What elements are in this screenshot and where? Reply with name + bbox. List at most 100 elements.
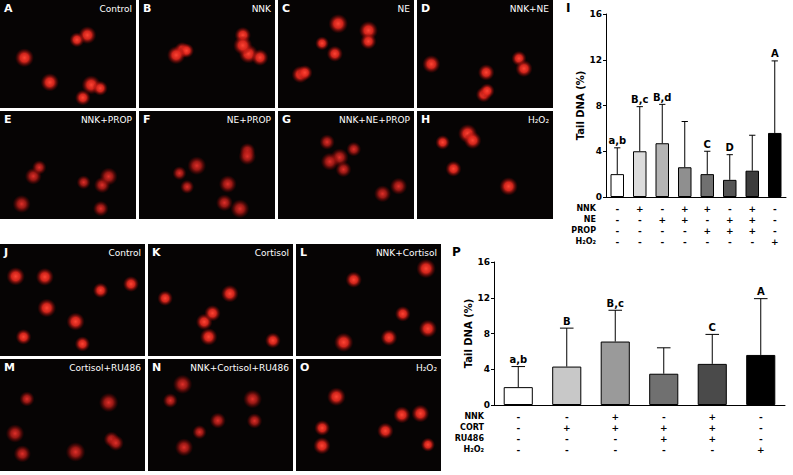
svg-text:-: - — [705, 215, 709, 225]
svg-text:G: G — [282, 113, 291, 126]
svg-text:PROP: PROP — [571, 226, 596, 235]
svg-text:12: 12 — [589, 55, 602, 65]
svg-text:O: O — [300, 361, 309, 374]
svg-text:+: + — [658, 215, 666, 225]
svg-text:Control: Control — [99, 4, 132, 14]
svg-text:Cortisol: Cortisol — [255, 248, 289, 258]
svg-text:K: K — [152, 246, 161, 259]
svg-text:-: - — [613, 445, 617, 455]
svg-text:-: - — [660, 204, 664, 214]
svg-text:+: + — [611, 423, 619, 433]
svg-text:-: - — [662, 412, 666, 422]
svg-text:-: - — [773, 226, 777, 236]
svg-text:D: D — [421, 2, 430, 15]
svg-text:Tail DNA (%): Tail DNA (%) — [575, 71, 586, 141]
svg-text:-: - — [565, 434, 569, 444]
svg-text:+: + — [748, 215, 756, 225]
svg-text:RU486: RU486 — [455, 434, 485, 443]
svg-text:NNK+Cortisol+RU486: NNK+Cortisol+RU486 — [190, 363, 289, 373]
svg-text:CORT: CORT — [460, 423, 484, 432]
svg-text:A: A — [757, 286, 765, 297]
svg-text:-: - — [516, 434, 520, 444]
svg-text:-: - — [773, 204, 777, 214]
svg-text:A: A — [771, 48, 779, 59]
svg-text:+: + — [660, 423, 668, 433]
svg-text:C: C — [282, 2, 290, 15]
svg-text:-: - — [662, 445, 666, 455]
svg-text:-: - — [615, 215, 619, 225]
svg-text:12: 12 — [477, 293, 490, 303]
svg-text:8: 8 — [484, 329, 490, 339]
svg-text:NNK: NNK — [464, 412, 484, 421]
svg-text:a,b: a,b — [608, 135, 626, 146]
svg-text:NE: NE — [584, 215, 596, 224]
svg-text:-: - — [705, 237, 709, 247]
svg-text:H₂O₂: H₂O₂ — [575, 237, 596, 246]
svg-text:+: + — [748, 204, 756, 214]
svg-text:F: F — [143, 113, 151, 126]
svg-text:-: - — [516, 445, 520, 455]
svg-text:C: C — [704, 139, 711, 150]
svg-text:B: B — [563, 316, 571, 327]
svg-text:+: + — [726, 215, 734, 225]
svg-text:+: + — [708, 434, 716, 444]
svg-text:-: - — [728, 204, 732, 214]
svg-text:L: L — [300, 246, 307, 259]
svg-text:A: A — [4, 2, 13, 15]
svg-text:0: 0 — [484, 400, 490, 410]
svg-text:+: + — [708, 423, 716, 433]
svg-text:+: + — [681, 204, 689, 214]
svg-text:16: 16 — [589, 9, 602, 19]
svg-text:B,c: B,c — [607, 298, 624, 309]
svg-text:NNK+NE+PROP: NNK+NE+PROP — [339, 115, 411, 125]
svg-text:B,c: B,c — [631, 94, 648, 105]
svg-text:D: D — [726, 142, 734, 153]
svg-text:NNK: NNK — [576, 204, 596, 213]
svg-text:M: M — [4, 361, 15, 374]
svg-text:0: 0 — [596, 192, 602, 202]
svg-text:-: - — [660, 226, 664, 236]
svg-text:-: - — [759, 434, 763, 444]
svg-text:-: - — [615, 237, 619, 247]
svg-text:-: - — [773, 215, 777, 225]
svg-text:4: 4 — [596, 146, 602, 156]
svg-text:B: B — [143, 2, 151, 15]
svg-text:+: + — [681, 215, 689, 225]
svg-text:Control: Control — [108, 248, 141, 258]
svg-text:-: - — [516, 423, 520, 433]
svg-text:NE+PROP: NE+PROP — [227, 115, 272, 125]
svg-text:H₂O₂: H₂O₂ — [528, 115, 549, 125]
svg-text:-: - — [565, 445, 569, 455]
svg-text:+: + — [748, 226, 756, 236]
svg-text:NNK: NNK — [252, 4, 272, 14]
svg-text:NNK+NE: NNK+NE — [510, 4, 550, 14]
svg-text:-: - — [565, 412, 569, 422]
svg-text:H₂O₂: H₂O₂ — [463, 445, 484, 454]
svg-text:+: + — [708, 412, 716, 422]
svg-text:+: + — [563, 423, 571, 433]
svg-text:NE: NE — [398, 4, 411, 14]
svg-text:J: J — [3, 246, 8, 259]
svg-text:NNK+Cortisol: NNK+Cortisol — [376, 248, 437, 258]
svg-text:+: + — [611, 412, 619, 422]
svg-text:-: - — [638, 226, 642, 236]
svg-text:E: E — [4, 113, 12, 126]
svg-text:+: + — [757, 445, 765, 455]
svg-text:+: + — [660, 434, 668, 444]
svg-text:-: - — [710, 445, 714, 455]
svg-text:-: - — [728, 237, 732, 247]
svg-text:-: - — [615, 226, 619, 236]
svg-text:-: - — [683, 226, 687, 236]
svg-text:H: H — [421, 113, 430, 126]
svg-text:NNK+PROP: NNK+PROP — [81, 115, 133, 125]
svg-text:a,b: a,b — [509, 354, 527, 365]
svg-text:Cortisol+RU486: Cortisol+RU486 — [69, 363, 141, 373]
svg-text:-: - — [613, 434, 617, 444]
svg-text:-: - — [638, 237, 642, 247]
svg-text:H₂O₂: H₂O₂ — [416, 363, 437, 373]
svg-text:-: - — [759, 423, 763, 433]
svg-text:C: C — [709, 322, 716, 333]
svg-text:-: - — [750, 237, 754, 247]
svg-text:+: + — [636, 204, 644, 214]
svg-text:+: + — [726, 226, 734, 236]
